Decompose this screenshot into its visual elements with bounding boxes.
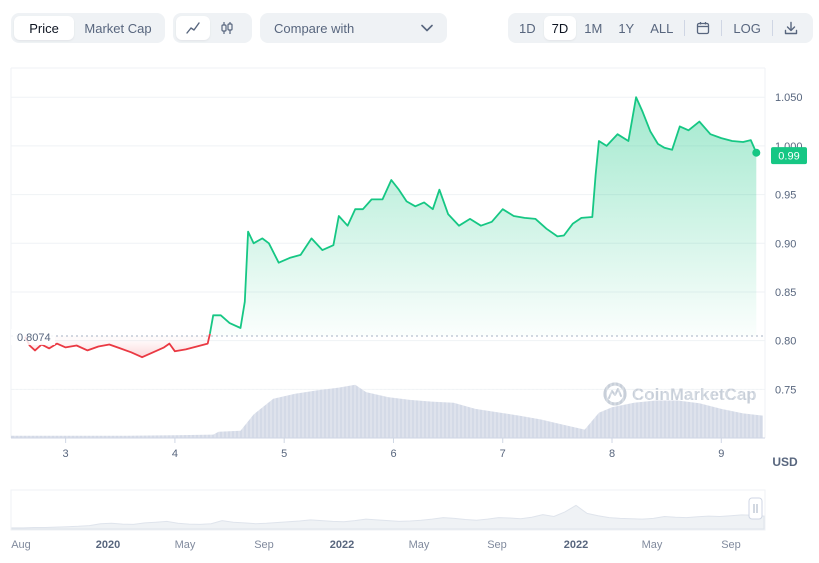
time-range-toggle: 1D 7D 1M 1Y ALL LOG	[508, 13, 813, 43]
up-line	[209, 96, 758, 334]
chart-toolbar: Price Market Cap Compare with 1D 7D 1M 1…	[0, 0, 819, 60]
navigator-label: 2020	[96, 539, 120, 551]
y-tick-label: 0.80	[775, 336, 796, 348]
y-tick-label: 0.75	[775, 384, 796, 396]
x-tick-label: 9	[718, 448, 724, 460]
navigator-label: May	[175, 539, 196, 551]
navigator-label: Sep	[254, 539, 274, 551]
navigator-handle[interactable]	[748, 497, 763, 520]
price-area	[25, 97, 757, 358]
reference-label-bg	[11, 329, 55, 345]
currency-label: USD	[772, 455, 798, 469]
reference-label: 0.8074	[11, 329, 55, 345]
candlestick-button[interactable]	[210, 16, 244, 40]
x-tick-label: 8	[609, 448, 615, 460]
price-marketcap-toggle: Price Market Cap	[11, 13, 165, 43]
range-7d[interactable]: 7D	[543, 16, 577, 40]
navigator-handle-bg	[748, 497, 763, 520]
navigator-label: Aug	[11, 539, 31, 551]
navigator-label: 2022	[564, 539, 588, 551]
tab-price[interactable]: Price	[14, 16, 74, 40]
toolbar-divider	[721, 20, 723, 36]
candlestick-icon	[221, 22, 233, 34]
x-tick-label: 3	[63, 448, 69, 460]
line-chart-icon	[186, 22, 200, 34]
x-tick-label: 7	[500, 448, 506, 460]
reference-value: 0.8074	[17, 332, 51, 344]
navigator-label: May	[642, 539, 663, 551]
navigator-label: Sep	[487, 539, 507, 551]
range-1m[interactable]: 1M	[584, 20, 603, 36]
log-scale-button[interactable]: LOG	[733, 20, 761, 36]
toolbar-divider	[684, 20, 686, 36]
price-line	[24, 96, 758, 359]
price-chart: CoinMarketCap 0.8074 1.0501.0000.950.900…	[10, 67, 807, 551]
navigator-label: May	[409, 539, 430, 551]
range-all[interactable]: ALL	[650, 20, 674, 36]
calendar-icon	[697, 22, 710, 35]
range-1d[interactable]: 1D	[519, 20, 536, 36]
down-area	[25, 333, 210, 358]
compare-with-dropdown[interactable]: Compare with	[260, 13, 447, 43]
current-price-badge: 0.99	[771, 147, 807, 165]
volume-series	[11, 380, 765, 439]
navigator-label: Sep	[721, 539, 741, 551]
navigator-series	[11, 504, 765, 530]
x-tick-label: 6	[390, 448, 396, 460]
navigator-area	[11, 504, 765, 530]
down-line	[24, 333, 211, 359]
last-price-point	[752, 148, 761, 157]
y-tick-label: 0.85	[775, 287, 796, 299]
navigator-label: 2022	[330, 539, 354, 551]
navigator-axis: Aug 2020 May Sep 2022 May Sep 2022 May Sep	[11, 539, 741, 551]
navigator[interactable]: Aug 2020 May Sep 2022 May Sep 2022 May Sep	[10, 489, 766, 551]
compare-with-label: Compare with	[274, 20, 355, 36]
x-axis: 3 4 5 6 7 8 9	[63, 438, 724, 460]
current-price-value: 0.99	[778, 151, 799, 163]
download-button[interactable]	[776, 16, 806, 40]
x-tick-label: 4	[172, 448, 178, 460]
y-tick-label: 0.95	[775, 190, 796, 202]
chart-type-toggle	[173, 13, 252, 43]
chevron-down-icon	[421, 24, 433, 32]
range-1y[interactable]: 1Y	[618, 20, 635, 36]
tab-market-cap[interactable]: Market Cap	[84, 20, 152, 36]
x-tick-label: 5	[281, 448, 287, 460]
line-chart-button[interactable]	[176, 16, 210, 40]
y-tick-label: 1.050	[775, 92, 803, 104]
up-area	[209, 97, 757, 336]
download-icon	[784, 21, 798, 35]
current-price-badge-bg	[771, 147, 807, 165]
y-tick-label: 0.90	[775, 238, 796, 250]
calendar-button[interactable]	[688, 16, 718, 40]
toolbar-divider	[771, 20, 773, 36]
